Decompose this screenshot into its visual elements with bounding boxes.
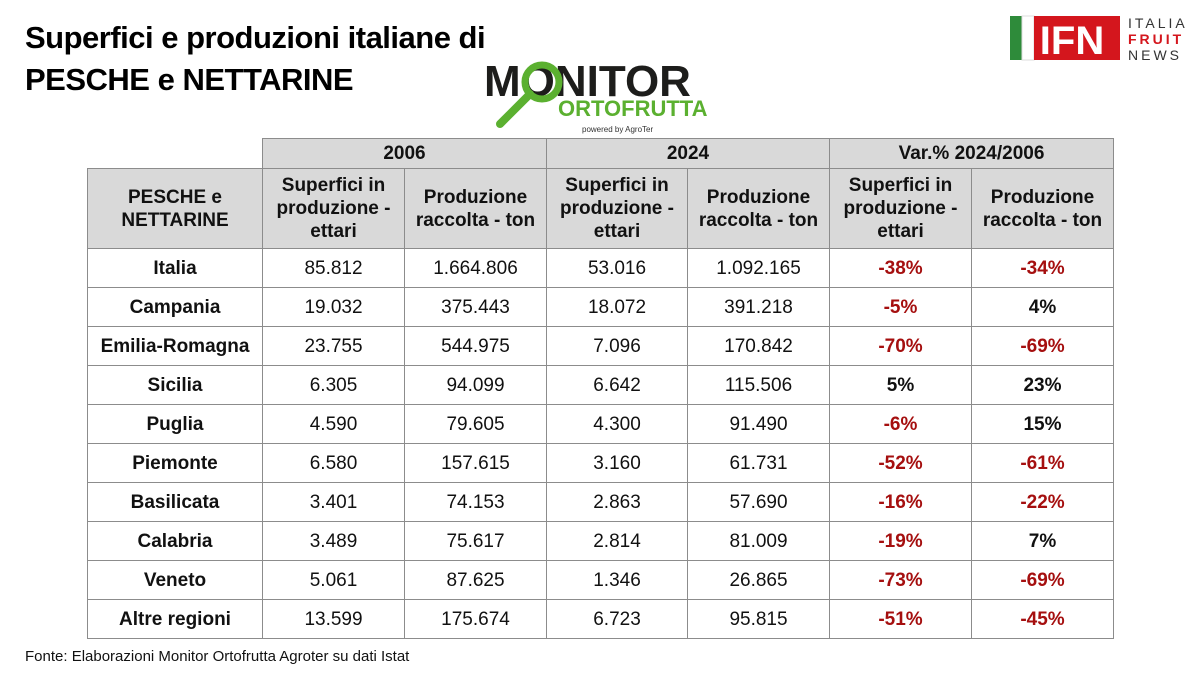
data-cell: 1.664.806 bbox=[404, 248, 547, 288]
row-label: Veneto bbox=[87, 560, 263, 600]
data-cell: 375.443 bbox=[404, 287, 547, 327]
logo-line: FRUIT bbox=[1128, 31, 1184, 47]
data-cell: -61% bbox=[971, 443, 1114, 483]
data-cell: 6.723 bbox=[546, 599, 688, 639]
group-header: Var.% 2024/2006 bbox=[829, 138, 1114, 169]
data-cell: 7.096 bbox=[546, 326, 688, 366]
data-cell: 81.009 bbox=[687, 521, 830, 561]
row-label: Calabria bbox=[87, 521, 263, 561]
data-cell: 75.617 bbox=[404, 521, 547, 561]
column-header: Superfici in produzione - ettari bbox=[262, 168, 405, 249]
data-cell: -34% bbox=[971, 248, 1114, 288]
monitor-logo: MONITOR ORTOFRUTTA powered by AgroTer bbox=[484, 60, 708, 134]
data-cell: 6.580 bbox=[262, 443, 405, 483]
data-cell: 5% bbox=[829, 365, 972, 405]
data-cell: 2.863 bbox=[546, 482, 688, 522]
data-cell: -16% bbox=[829, 482, 972, 522]
data-cell: 175.674 bbox=[404, 599, 547, 639]
logo-line: NEWS bbox=[1128, 47, 1182, 63]
data-cell: 85.812 bbox=[262, 248, 405, 288]
data-cell: 2.814 bbox=[546, 521, 688, 561]
data-cell: -51% bbox=[829, 599, 972, 639]
data-cell: -38% bbox=[829, 248, 972, 288]
flag-red bbox=[1034, 16, 1120, 60]
data-cell: 1.092.165 bbox=[687, 248, 830, 288]
row-label: Piemonte bbox=[87, 443, 263, 483]
data-cell: -69% bbox=[971, 326, 1114, 366]
data-cell: 3.160 bbox=[546, 443, 688, 483]
data-cell: 15% bbox=[971, 404, 1114, 444]
data-cell: 94.099 bbox=[404, 365, 547, 405]
data-cell: -6% bbox=[829, 404, 972, 444]
logo-title: MONITOR bbox=[484, 60, 691, 106]
magnifier bbox=[521, 61, 563, 103]
row-header: PESCHE e NETTARINE bbox=[87, 168, 263, 249]
data-cell: 19.032 bbox=[262, 287, 405, 327]
data-cell: 26.865 bbox=[687, 560, 830, 600]
data-cell: 91.490 bbox=[687, 404, 830, 444]
magnifier-handle bbox=[496, 90, 534, 128]
data-cell: 4.590 bbox=[262, 404, 405, 444]
column-header: Produzione raccolta - ton bbox=[971, 168, 1114, 249]
data-cell: 544.975 bbox=[404, 326, 547, 366]
row-label: Basilicata bbox=[87, 482, 263, 522]
data-cell: 53.016 bbox=[546, 248, 688, 288]
data-cell: -5% bbox=[829, 287, 972, 327]
source-note: Fonte: Elaborazioni Monitor Ortofrutta A… bbox=[25, 648, 410, 665]
data-cell: 23.755 bbox=[262, 326, 405, 366]
data-cell: -70% bbox=[829, 326, 972, 366]
data-cell: 79.605 bbox=[404, 404, 547, 444]
flag-white bbox=[1021, 15, 1035, 61]
title-line: Superfici e produzioni italiane di bbox=[25, 20, 486, 55]
ifn-logo: IFN ITALIA FRUIT NEWS bbox=[1010, 15, 1188, 63]
row-label: Sicilia bbox=[87, 365, 263, 405]
column-header: Produzione raccolta - ton bbox=[687, 168, 830, 249]
data-cell: 6.642 bbox=[546, 365, 688, 405]
row-label: Puglia bbox=[87, 404, 263, 444]
data-cell: 4.300 bbox=[546, 404, 688, 444]
data-cell: 3.401 bbox=[262, 482, 405, 522]
data-cell: 157.615 bbox=[404, 443, 547, 483]
data-cell: 1.346 bbox=[546, 560, 688, 600]
data-cell: 4% bbox=[971, 287, 1114, 327]
data-cell: 5.061 bbox=[262, 560, 405, 600]
data-cell: 115.506 bbox=[687, 365, 830, 405]
logo-powered: powered by AgroTer bbox=[582, 125, 653, 134]
row-label: Altre regioni bbox=[87, 599, 263, 639]
data-cell: 170.842 bbox=[687, 326, 830, 366]
row-label: Italia bbox=[87, 248, 263, 288]
data-cell: -22% bbox=[971, 482, 1114, 522]
data-cell: 61.731 bbox=[687, 443, 830, 483]
logo-mark: IFN bbox=[1040, 19, 1104, 63]
group-header: 2024 bbox=[546, 138, 830, 169]
data-cell: 7% bbox=[971, 521, 1114, 561]
data-cell: 18.072 bbox=[546, 287, 688, 327]
column-header: Superfici in produzione - ettari bbox=[546, 168, 688, 249]
logo-line: ITALIA bbox=[1128, 15, 1188, 31]
row-label: Campania bbox=[87, 287, 263, 327]
data-cell: -45% bbox=[971, 599, 1114, 639]
data-cell: -52% bbox=[829, 443, 972, 483]
title-line: PESCHE e NETTARINE bbox=[25, 62, 354, 97]
data-cell: 3.489 bbox=[262, 521, 405, 561]
data-cell: 13.599 bbox=[262, 599, 405, 639]
data-cell: 95.815 bbox=[687, 599, 830, 639]
data-cell: -69% bbox=[971, 560, 1114, 600]
data-cell: 391.218 bbox=[687, 287, 830, 327]
group-header: 2006 bbox=[262, 138, 547, 169]
column-header: Superfici in produzione - ettari bbox=[829, 168, 972, 249]
column-header: Produzione raccolta - ton bbox=[404, 168, 547, 249]
data-cell: 6.305 bbox=[262, 365, 405, 405]
logo-subtitle: ORTOFRUTTA bbox=[558, 96, 708, 121]
flag-green bbox=[1010, 16, 1022, 60]
data-cell: 23% bbox=[971, 365, 1114, 405]
row-label: Emilia-Romagna bbox=[87, 326, 263, 366]
data-cell: 87.625 bbox=[404, 560, 547, 600]
data-cell: -73% bbox=[829, 560, 972, 600]
data-cell: 74.153 bbox=[404, 482, 547, 522]
data-cell: 57.690 bbox=[687, 482, 830, 522]
data-cell: -19% bbox=[829, 521, 972, 561]
